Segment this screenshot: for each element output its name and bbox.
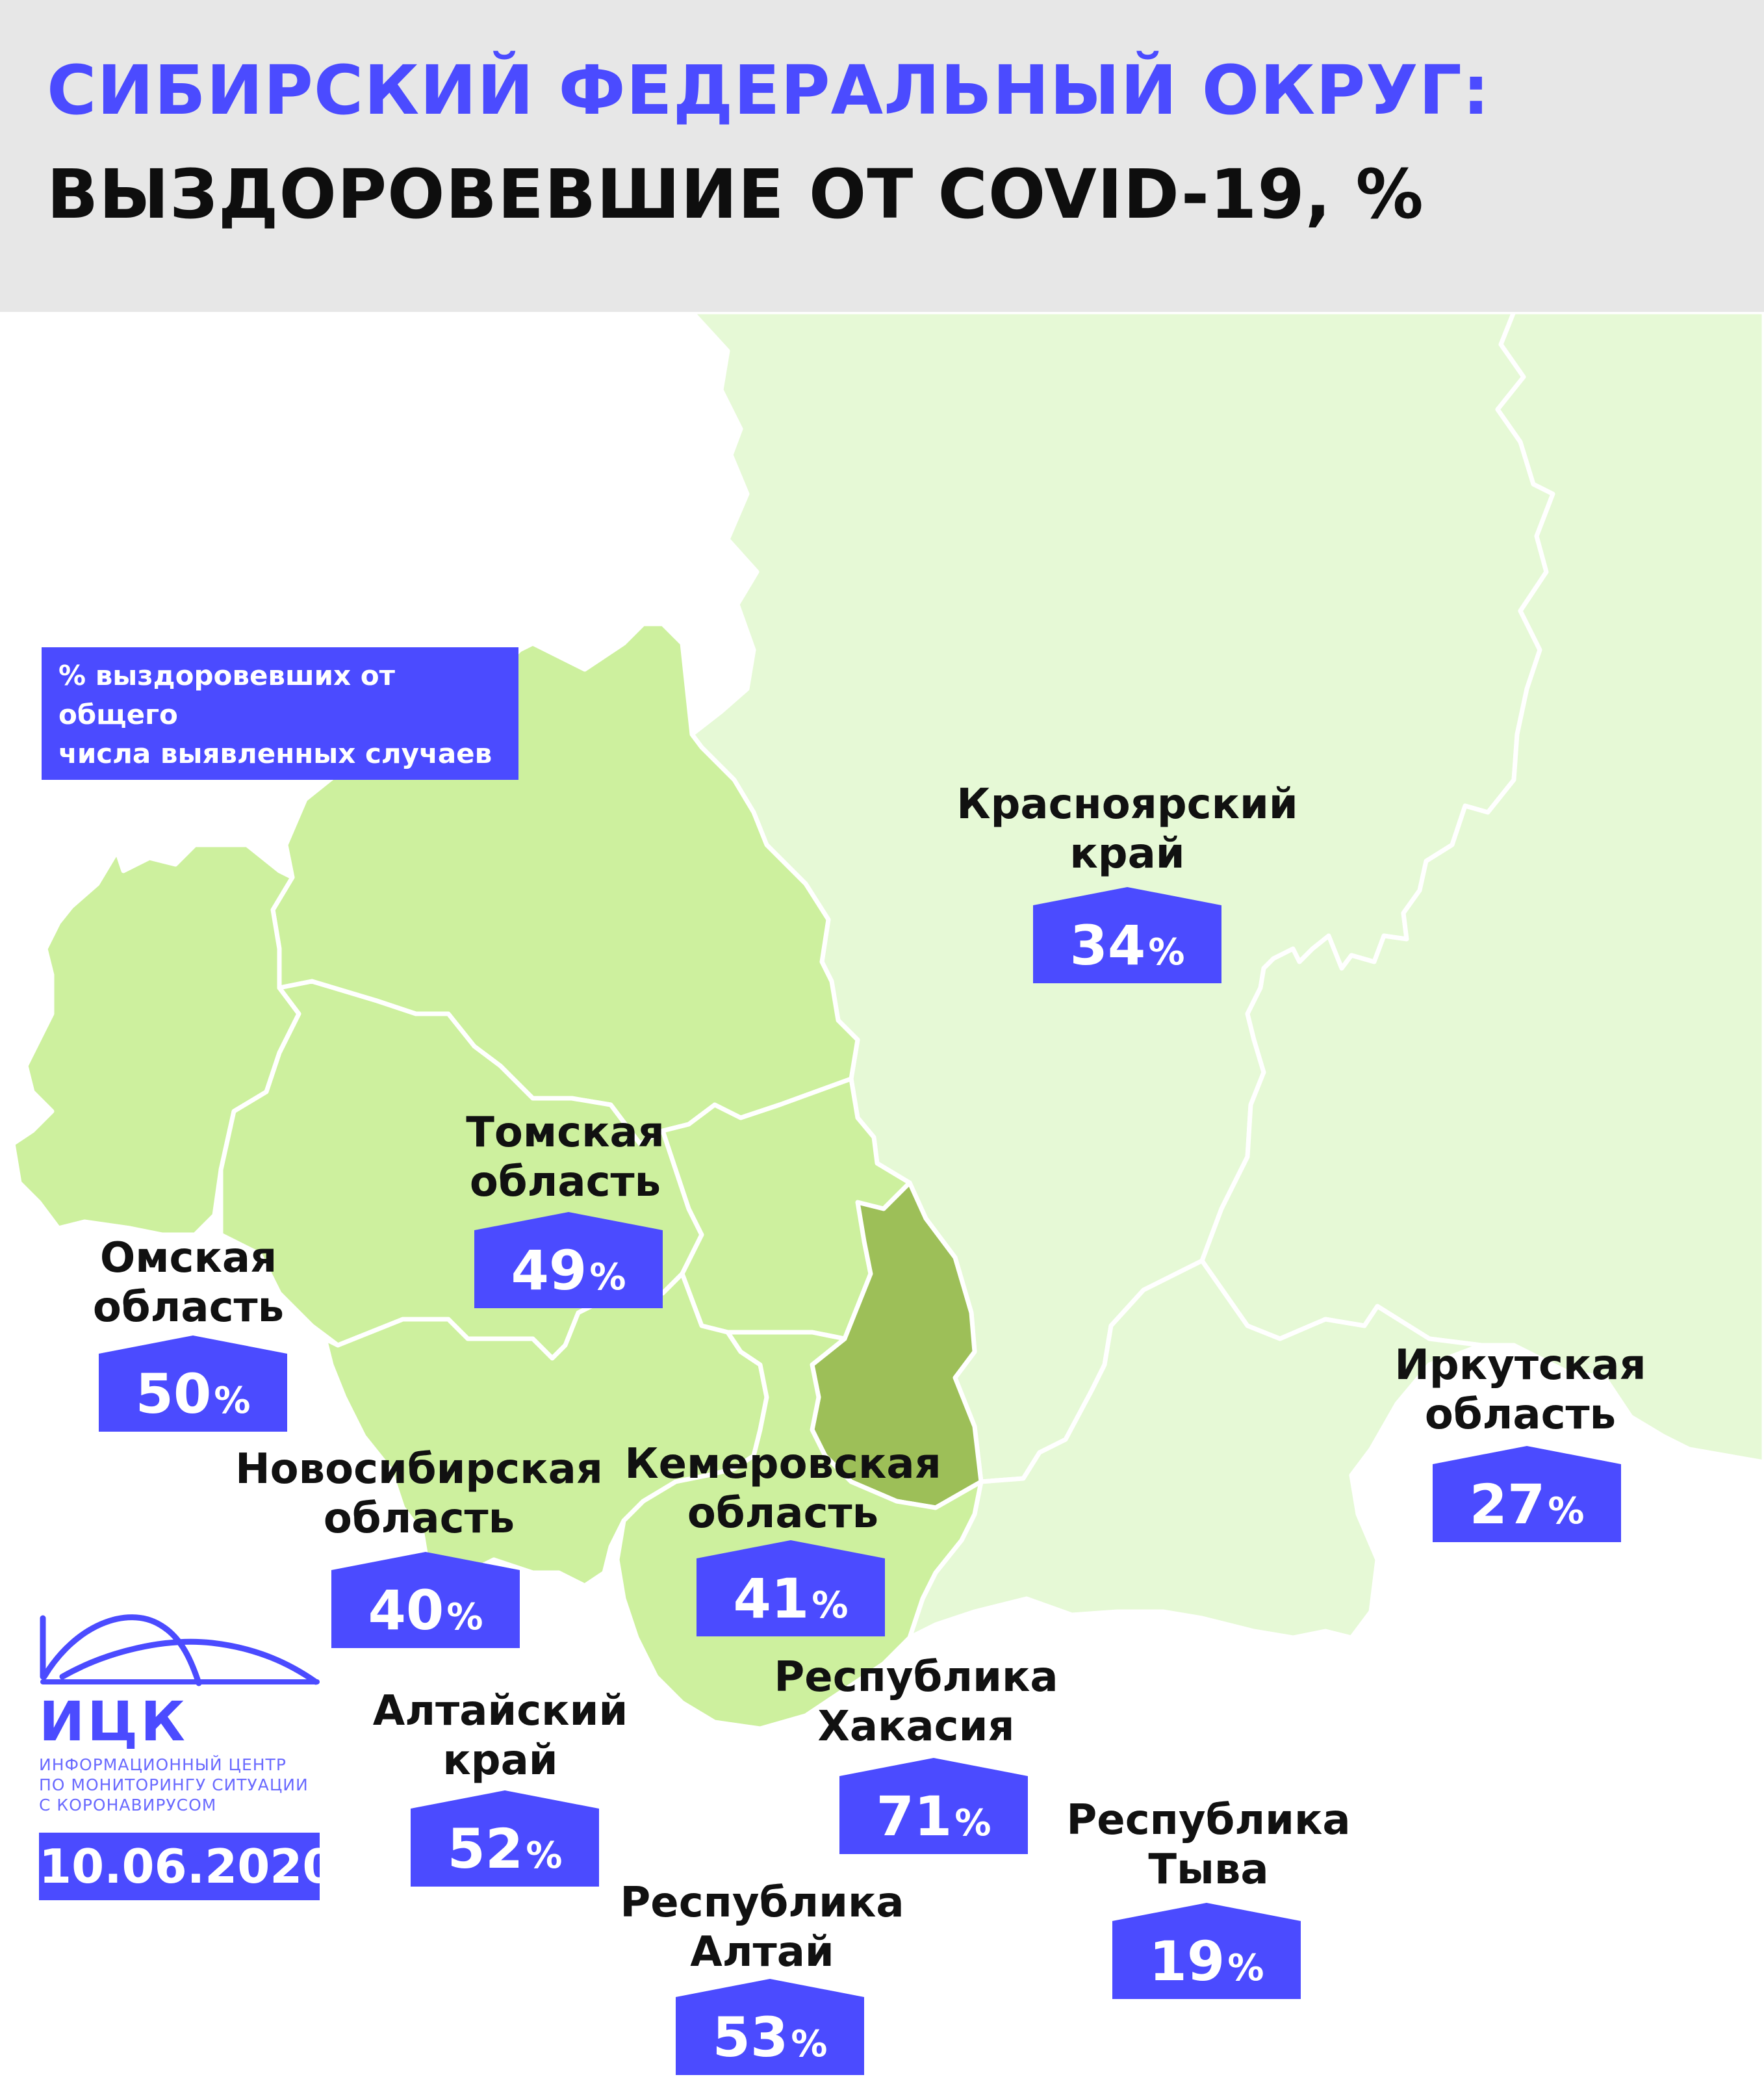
region-label-altai-krai: Алтайский край — [253, 1686, 747, 1785]
region-value: 34 — [1069, 914, 1146, 977]
region-unit: % — [589, 1256, 626, 1298]
region-unit: % — [526, 1835, 563, 1877]
region-value: 71 — [876, 1785, 952, 1848]
region-value: 19 — [1149, 1929, 1225, 1993]
region-name-line: Хакасия — [817, 1703, 1015, 1751]
value-badge-altai-republic: 53% — [676, 1979, 864, 2075]
region-name-line: Республика — [774, 1653, 1058, 1701]
region-name-line: Алтайский — [372, 1687, 628, 1735]
region-unit: % — [214, 1380, 251, 1422]
value-badge-omsk: 50% — [99, 1335, 287, 1432]
region-value: 50 — [135, 1362, 212, 1426]
header: СИБИРСКИЙ ФЕДЕРАЛЬНЫЙ ОКРУГ: ВЫЗДОРОВЕВШ… — [0, 0, 1764, 312]
region-value: 41 — [733, 1567, 810, 1631]
region-unit: % — [812, 1584, 849, 1627]
region-label-omsk: Омская область — [0, 1233, 435, 1332]
region-unit: % — [954, 1802, 991, 1844]
value-badge-kemerovo: 41% — [697, 1540, 885, 1636]
value-badge-khakassia: 71% — [839, 1758, 1028, 1854]
region-label-irkutsk: Иркутская область — [1273, 1341, 1764, 1439]
region-name-line: Кемеровская — [624, 1440, 941, 1488]
region-name-line: Томская — [466, 1109, 665, 1157]
region-tyva-shape — [907, 1258, 1484, 1640]
region-unit: % — [1548, 1490, 1585, 1532]
region-name-line: Тыва — [1148, 1846, 1269, 1894]
region-value: 40 — [368, 1579, 444, 1642]
legend-box: % выздоровевших от общего числа выявленн… — [42, 647, 518, 808]
region-label-khakassia: Республика Хакасия — [669, 1653, 1163, 1751]
value-badge-irkutsk: 27% — [1433, 1446, 1621, 1542]
legend-line: числа выявленных случаев — [58, 738, 492, 769]
region-name-line: Республика — [1066, 1796, 1351, 1844]
value-badge-tomsk: 49% — [474, 1212, 663, 1308]
region-name-line: край — [442, 1736, 558, 1785]
region-name-line: Алтай — [690, 1928, 834, 1976]
region-value: 49 — [511, 1239, 587, 1302]
region-label-altai-republic: Республика Алтай — [515, 1878, 1009, 1977]
region-unit: % — [1227, 1947, 1264, 1989]
date-badge: 10.06.2020 — [39, 1833, 335, 1900]
value-badge-krasnoyarsk: 34% — [1033, 887, 1221, 983]
logo-name: ИЦК — [39, 1690, 188, 1753]
region-name-line: Красноярский — [956, 780, 1298, 829]
region-label-novosibirsk: Новосибирская область — [172, 1445, 666, 1543]
title-line-1: СИБИРСКИЙ ФЕДЕРАЛЬНЫЙ ОКРУГ: — [47, 51, 1490, 130]
logo-description: ИНФОРМАЦИОННЫЙ ЦЕНТР ПО МОНИТОРИНГУ СИТУ… — [39, 1755, 364, 1815]
value-badge-altai-krai: 52% — [411, 1790, 599, 1887]
region-name-line: область — [687, 1490, 879, 1538]
region-label-tyva: Республика Тыва — [962, 1796, 1455, 1894]
legend-line: коронавируса — [58, 777, 280, 808]
region-name-line: область — [1424, 1391, 1617, 1439]
region-name-line: Иркутская — [1394, 1341, 1646, 1389]
region-name-line: область — [469, 1158, 661, 1206]
title-line-2: ВЫЗДОРОВЕВШИЕ ОТ COVID-19, % — [47, 155, 1424, 234]
logo-description-line: С КОРОНАВИРУСОМ — [39, 1796, 217, 1814]
region-label-kemerovo: Кемеровская область — [536, 1439, 1030, 1538]
region-label-krasnoyarsk: Красноярский край — [880, 780, 1374, 879]
region-name-line: край — [1069, 830, 1185, 878]
region-name-line: Республика — [620, 1879, 904, 1927]
logo-description-line: ПО МОНИТОРИНГУ СИТУАЦИИ — [39, 1775, 309, 1794]
region-name-line: Новосибирская — [235, 1445, 603, 1493]
region-name-line: Омская — [99, 1234, 277, 1282]
region-value: 27 — [1469, 1473, 1546, 1536]
value-badge-tyva: 19% — [1112, 1903, 1301, 1999]
region-value: 53 — [712, 2006, 789, 2069]
legend-line: % выздоровевших от общего — [58, 660, 395, 730]
logo-description-line: ИНФОРМАЦИОННЫЙ ЦЕНТР — [39, 1755, 287, 1774]
logo-icon — [40, 1614, 320, 1686]
value-badge-novosibirsk: 40% — [331, 1552, 520, 1648]
region-unit: % — [791, 2023, 828, 2065]
region-unit: % — [1148, 931, 1185, 974]
region-name-line: область — [92, 1284, 285, 1332]
map: % выздоровевших от общего числа выявленн… — [0, 312, 1764, 2075]
region-label-tomsk: Томская область — [318, 1108, 812, 1207]
region-value: 52 — [447, 1817, 524, 1881]
region-name-line: область — [323, 1495, 515, 1543]
region-unit: % — [446, 1596, 483, 1638]
